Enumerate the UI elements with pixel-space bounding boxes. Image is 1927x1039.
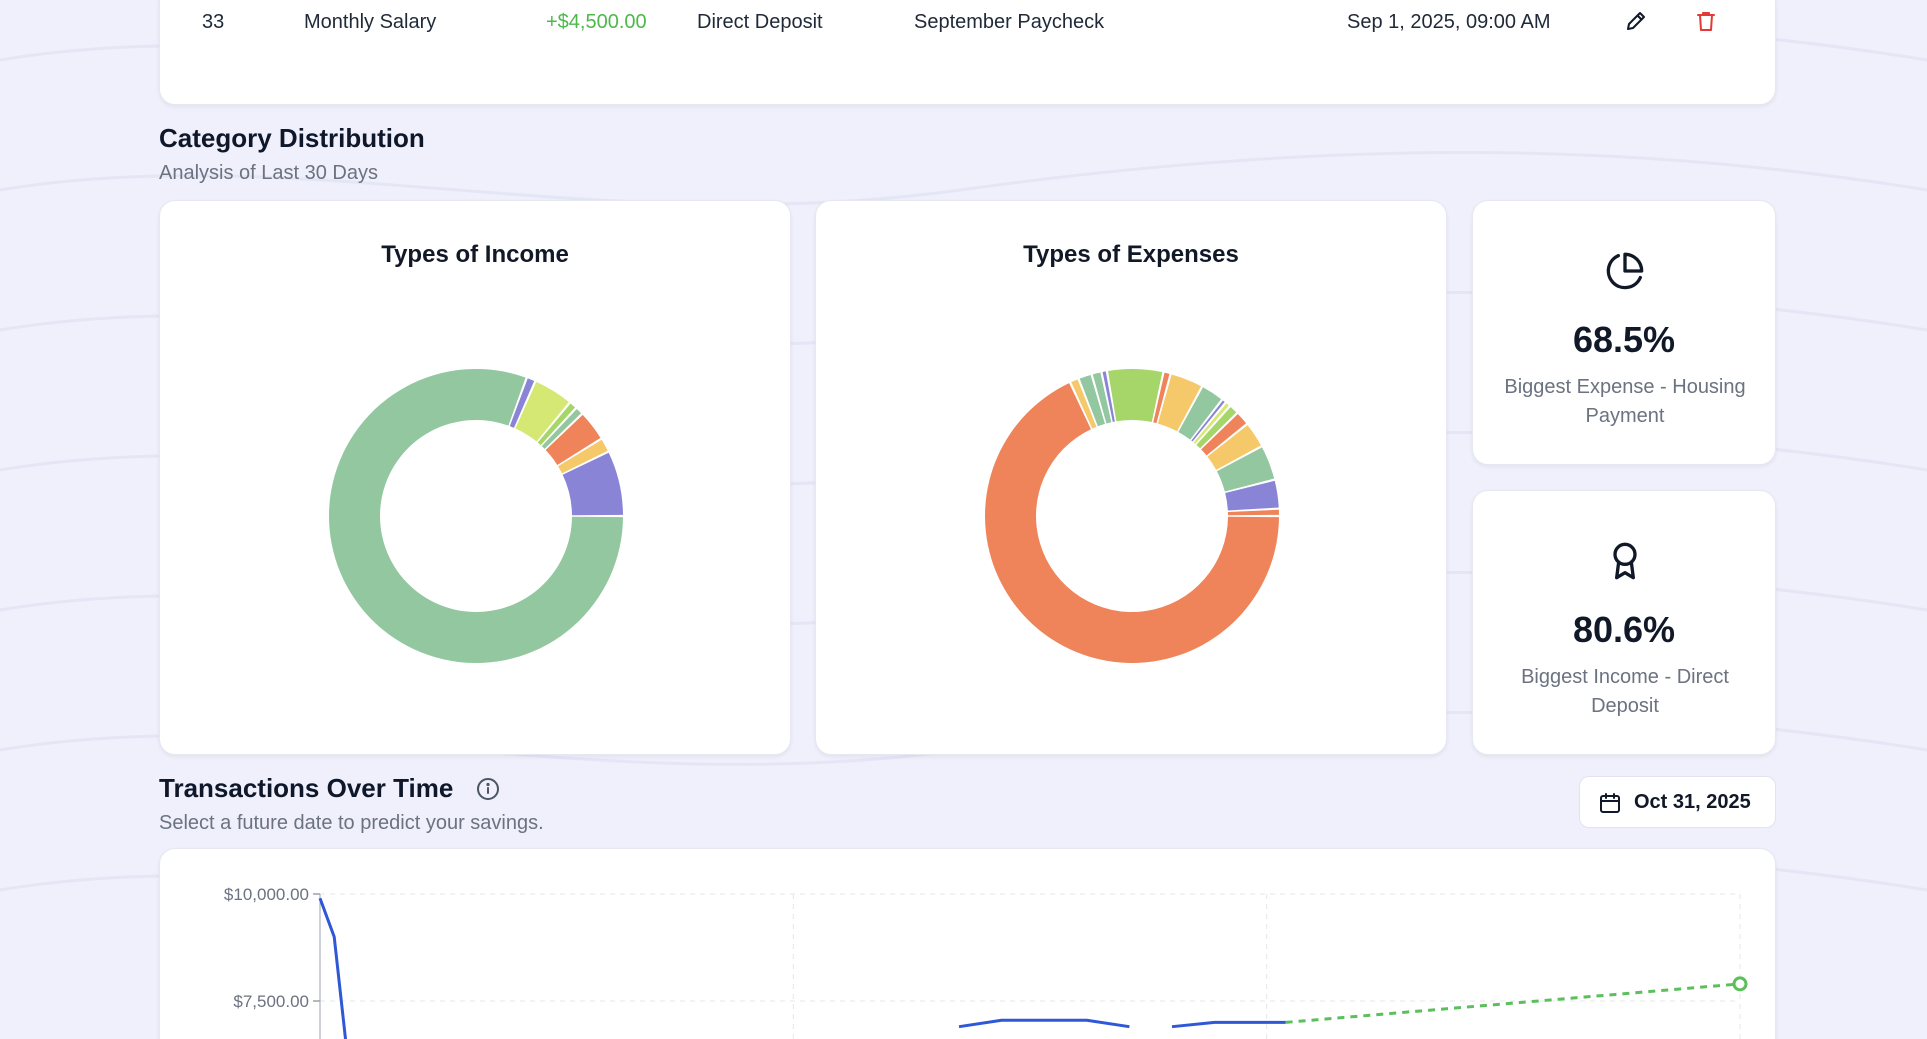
donut-slice[interactable] [1193, 403, 1229, 444]
donut-slice[interactable] [545, 414, 601, 465]
income-chart-title: Types of Income [381, 241, 569, 268]
income-donut-card: Types of Income [159, 200, 791, 755]
transaction-note: September Paycheck [914, 11, 1105, 33]
dashboard-page: 33 Monthly Salary +$4,500.00 Direct Depo… [159, 0, 1776, 1039]
transaction-date: Sep 1, 2025, 09:00 AM [1347, 11, 1551, 33]
transaction-amount: +$4,500.00 [546, 11, 647, 33]
donut-slice[interactable] [1191, 400, 1225, 442]
transactions-over-time-subtitle: Select a future date to predict your sav… [159, 812, 544, 834]
donut-slice[interactable] [1216, 447, 1275, 492]
donut-slice[interactable] [558, 439, 608, 474]
transactions-table-card: 33 Monthly Salary +$4,500.00 Direct Depo… [159, 0, 1776, 105]
donut-slice[interactable] [541, 408, 582, 449]
donut-slice[interactable] [1201, 414, 1247, 456]
donut-slice[interactable] [1178, 387, 1222, 440]
donut-slice[interactable] [509, 378, 535, 428]
biggest-income-label: Biggest Income - Direct Deposit [1521, 666, 1729, 717]
donut-slice[interactable] [537, 403, 576, 446]
forecast-line [1285, 982, 1741, 1024]
donut-slice[interactable] [1227, 509, 1279, 516]
category-distribution-subtitle: Analysis of Last 30 Days [159, 162, 378, 184]
delete-button[interactable] [1693, 6, 1719, 36]
donut-slice[interactable] [1108, 369, 1163, 423]
calendar-icon [1600, 793, 1620, 813]
transactions-line-chart-card: $10,000.00 $7,500.00 [159, 848, 1776, 1039]
donut-slice[interactable] [984, 383, 1279, 663]
pencil-icon [1627, 12, 1645, 30]
savings-line [318, 897, 348, 1039]
transaction-name: Monthly Salary [304, 11, 437, 33]
donut-slice[interactable] [1079, 374, 1105, 427]
biggest-expense-label: Biggest Expense - Housing Payment [1504, 376, 1746, 427]
award-icon [1613, 542, 1637, 580]
savings-line [1171, 1020, 1286, 1029]
expense-chart-title: Types of Expenses [1023, 241, 1239, 268]
donut-slice[interactable] [1157, 374, 1202, 432]
donut-slice[interactable] [515, 381, 569, 442]
savings-line [958, 1018, 1130, 1029]
forecast-date-picker[interactable]: Oct 31, 2025 [1579, 776, 1776, 828]
transactions-line-chart[interactable]: $10,000.00 $7,500.00 [160, 849, 1777, 1039]
donut-slice[interactable] [1092, 372, 1112, 424]
income-donut-chart[interactable] [326, 366, 626, 666]
forecast-date-value: Oct 31, 2025 [1634, 791, 1751, 813]
expense-donut-card: Types of Expenses [815, 200, 1447, 755]
donut-slice[interactable] [1102, 371, 1115, 422]
biggest-income-value: 80.6% [1572, 609, 1676, 650]
pie-chart-icon [1606, 252, 1644, 290]
donut-slice[interactable] [1207, 425, 1261, 470]
donut-slice[interactable] [1153, 372, 1170, 424]
donut-slice[interactable] [1196, 406, 1237, 449]
forecast-point[interactable] [1732, 976, 1748, 992]
biggest-expense-card: 68.5% Biggest Expense - Housing Payment [1472, 200, 1776, 465]
donut-slice[interactable] [328, 369, 623, 663]
edit-button[interactable] [1623, 6, 1649, 36]
biggest-income-card: 80.6% Biggest Income - Direct Deposit [1472, 490, 1776, 755]
expense-donut-chart[interactable] [982, 366, 1282, 666]
trash-icon [1697, 12, 1715, 31]
donut-slice[interactable] [562, 452, 623, 516]
donut-slice[interactable] [1071, 379, 1097, 429]
transactions-over-time-title: Transactions Over Time [159, 773, 454, 803]
table-row[interactable]: 33 Monthly Salary +$4,500.00 Direct Depo… [160, 1, 1777, 43]
info-icon[interactable] [476, 777, 500, 801]
category-distribution-title: Category Distribution [159, 123, 425, 153]
y-tick-label: $7,500.00 [233, 992, 309, 1011]
transaction-source: Direct Deposit [697, 11, 823, 33]
transaction-id: 33 [202, 11, 225, 33]
biggest-expense-value: 68.5% [1572, 319, 1676, 360]
y-tick-label: $10,000.00 [224, 885, 309, 904]
donut-slice[interactable] [1225, 480, 1279, 511]
